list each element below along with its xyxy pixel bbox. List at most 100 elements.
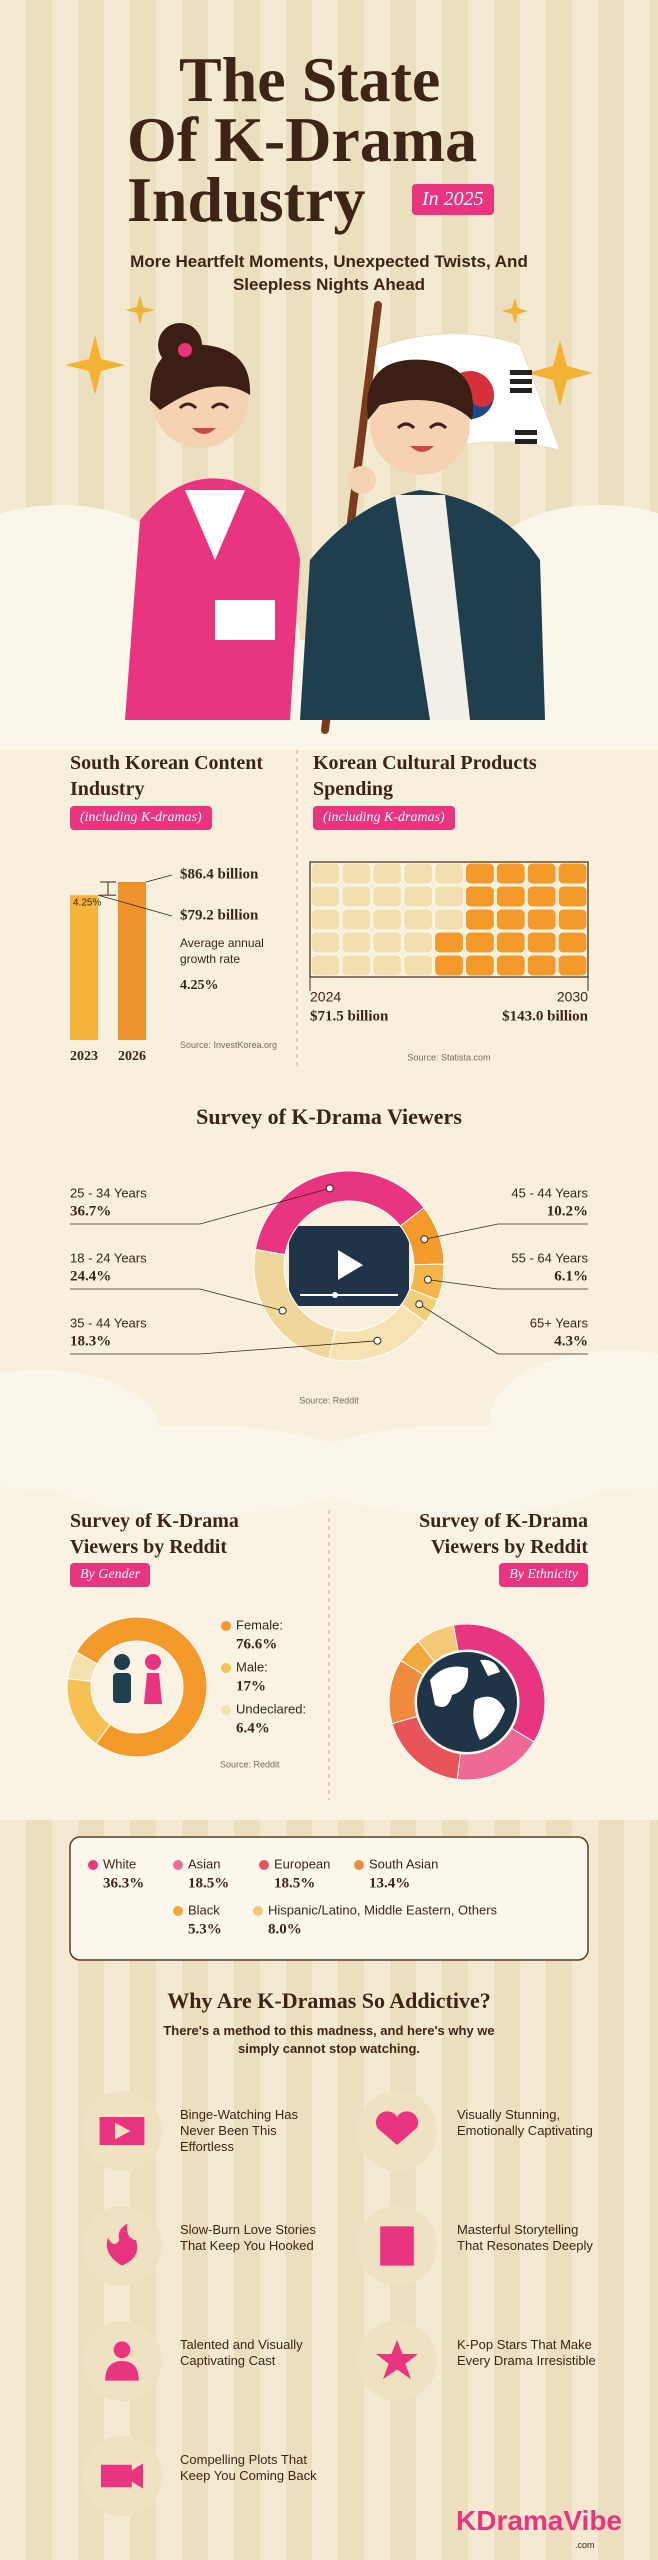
- waffle-cells: [310, 862, 464, 977]
- waffle-cell: [403, 862, 434, 885]
- waffle-cell: [464, 862, 495, 885]
- value-label: 18.5%: [188, 1875, 229, 1891]
- waffle-cell: [464, 885, 495, 908]
- waffle-cell: [526, 931, 557, 954]
- leader-dot: [415, 1300, 424, 1309]
- icon: [106, 2223, 138, 2266]
- legend-swatch: [88, 1860, 98, 1870]
- waffle-cell: [526, 908, 557, 931]
- donut-segment: [253, 1248, 336, 1360]
- waffle-cell: [403, 885, 434, 908]
- waffle-cell: [557, 908, 588, 931]
- reason: Slow-Burn Love Stories That Keep You Hoo…: [180, 2222, 316, 2253]
- waffle-cell: [310, 862, 341, 885]
- waffle-cell: [372, 862, 403, 885]
- waffle-cell: [557, 862, 588, 885]
- donut-segment: [391, 1715, 461, 1780]
- chart-subtitle: (including K-dramas): [313, 806, 455, 830]
- waffle-cell: [495, 954, 526, 977]
- waffle-cell: [310, 908, 341, 931]
- x-tick-label: 2030: [557, 989, 588, 1005]
- chart-subtitle: By Ethnicity: [499, 1563, 588, 1587]
- waffle-cell: [557, 954, 588, 977]
- leader-dot: [423, 1275, 432, 1284]
- video-icon: [289, 1226, 409, 1306]
- waffle-cell: [310, 931, 341, 954]
- icon-backdrop: [82, 2091, 162, 2171]
- waffle-cell: [372, 908, 403, 931]
- connector: [145, 874, 173, 883]
- waffle-cell: [495, 908, 526, 931]
- growth-rate: 4.25%: [180, 978, 219, 993]
- reason: Binge-Watching Has Never Been This Effor…: [180, 2107, 299, 2154]
- waffle-cell: [341, 885, 372, 908]
- value-label: 4.3%: [554, 1333, 588, 1349]
- growth-rate: 4.25%: [73, 898, 101, 909]
- leader-line: [70, 1187, 330, 1225]
- waffle-cell: [310, 954, 341, 977]
- waffle-cell: [434, 862, 464, 885]
- legend-label: White: [103, 1856, 136, 1871]
- growth-label: Average annual growth rate: [180, 936, 264, 966]
- x-tick-label: 2023: [70, 1049, 98, 1064]
- legend-label: 18 - 24 Years: [70, 1250, 147, 1265]
- waffle-cell: [526, 954, 557, 977]
- waffle-cell: [495, 931, 526, 954]
- waffle-cell: [495, 862, 526, 885]
- icon: [105, 2341, 139, 2381]
- section-subtitle: There's a method to this madness, and he…: [163, 2023, 495, 2056]
- donut-segment: [254, 1170, 425, 1256]
- donut-segment: [452, 1623, 546, 1743]
- waffle-cell: [372, 931, 403, 954]
- waffle-cell: [341, 954, 372, 977]
- section-title: Why Are K-Dramas So Addictive?: [167, 1988, 491, 2013]
- waffle-cell: [495, 885, 526, 908]
- donut-segment: [75, 1616, 208, 1758]
- value-label: 10.2%: [547, 1203, 588, 1219]
- waffle-cell: [464, 954, 495, 977]
- icon: [101, 2463, 143, 2489]
- waffle-cell: [434, 954, 464, 977]
- waffle-cell: [434, 908, 464, 931]
- source: Source: Statista.com: [407, 1052, 490, 1062]
- leader-line: [419, 1303, 588, 1355]
- waffle-cell: [464, 908, 495, 931]
- reason: Talented and Visually Captivating Cast: [180, 2337, 303, 2368]
- value-label: 6.1%: [554, 1268, 588, 1284]
- clouds: [0, 1350, 658, 1515]
- leader-dot: [373, 1336, 382, 1345]
- value-label: $71.5 billion: [310, 1008, 389, 1024]
- leader-dot: [325, 1184, 334, 1193]
- value-label: 8.0%: [268, 1921, 302, 1937]
- chart-title: Survey of K-Drama Viewers by Reddit: [419, 1510, 588, 1558]
- chart-title: Korean Cultural Products Spending: [313, 752, 537, 800]
- leader-dot: [420, 1235, 429, 1244]
- value-label: 18.3%: [70, 1333, 111, 1349]
- bar: [118, 882, 146, 1040]
- value-label: $86.4 billion: [180, 866, 259, 882]
- value-label: 5.3%: [188, 1921, 222, 1937]
- waffle-cell: [526, 885, 557, 908]
- waffle-cell: [403, 908, 434, 931]
- year-badge: In 2025: [412, 184, 494, 215]
- waffle-cell: [341, 908, 372, 931]
- legend-label: 45 - 44 Years: [511, 1185, 588, 1200]
- legend-swatch: [354, 1860, 364, 1870]
- x-tick-label: 2024: [310, 989, 341, 1005]
- legend-label: Black: [188, 1902, 220, 1917]
- legend-swatch: [259, 1860, 269, 1870]
- icon: [380, 2226, 414, 2266]
- waffle-cell: [557, 931, 588, 954]
- legend-swatch: [173, 1906, 183, 1916]
- legend-swatch: [221, 1705, 231, 1715]
- subtitle: More Heartfelt Moments, Unexpected Twist…: [130, 252, 528, 294]
- chart-title: Survey of K-Drama Viewers by Reddit: [70, 1510, 239, 1558]
- waffle-cell: [310, 885, 341, 908]
- value-label: 6.4%: [236, 1720, 270, 1736]
- legend-swatch: [173, 1860, 183, 1870]
- girl: [125, 323, 300, 720]
- title: The State Of K-Drama Industry: [127, 44, 478, 235]
- icon: [99, 2117, 145, 2145]
- source: Source: InvestKorea.org: [180, 1040, 278, 1050]
